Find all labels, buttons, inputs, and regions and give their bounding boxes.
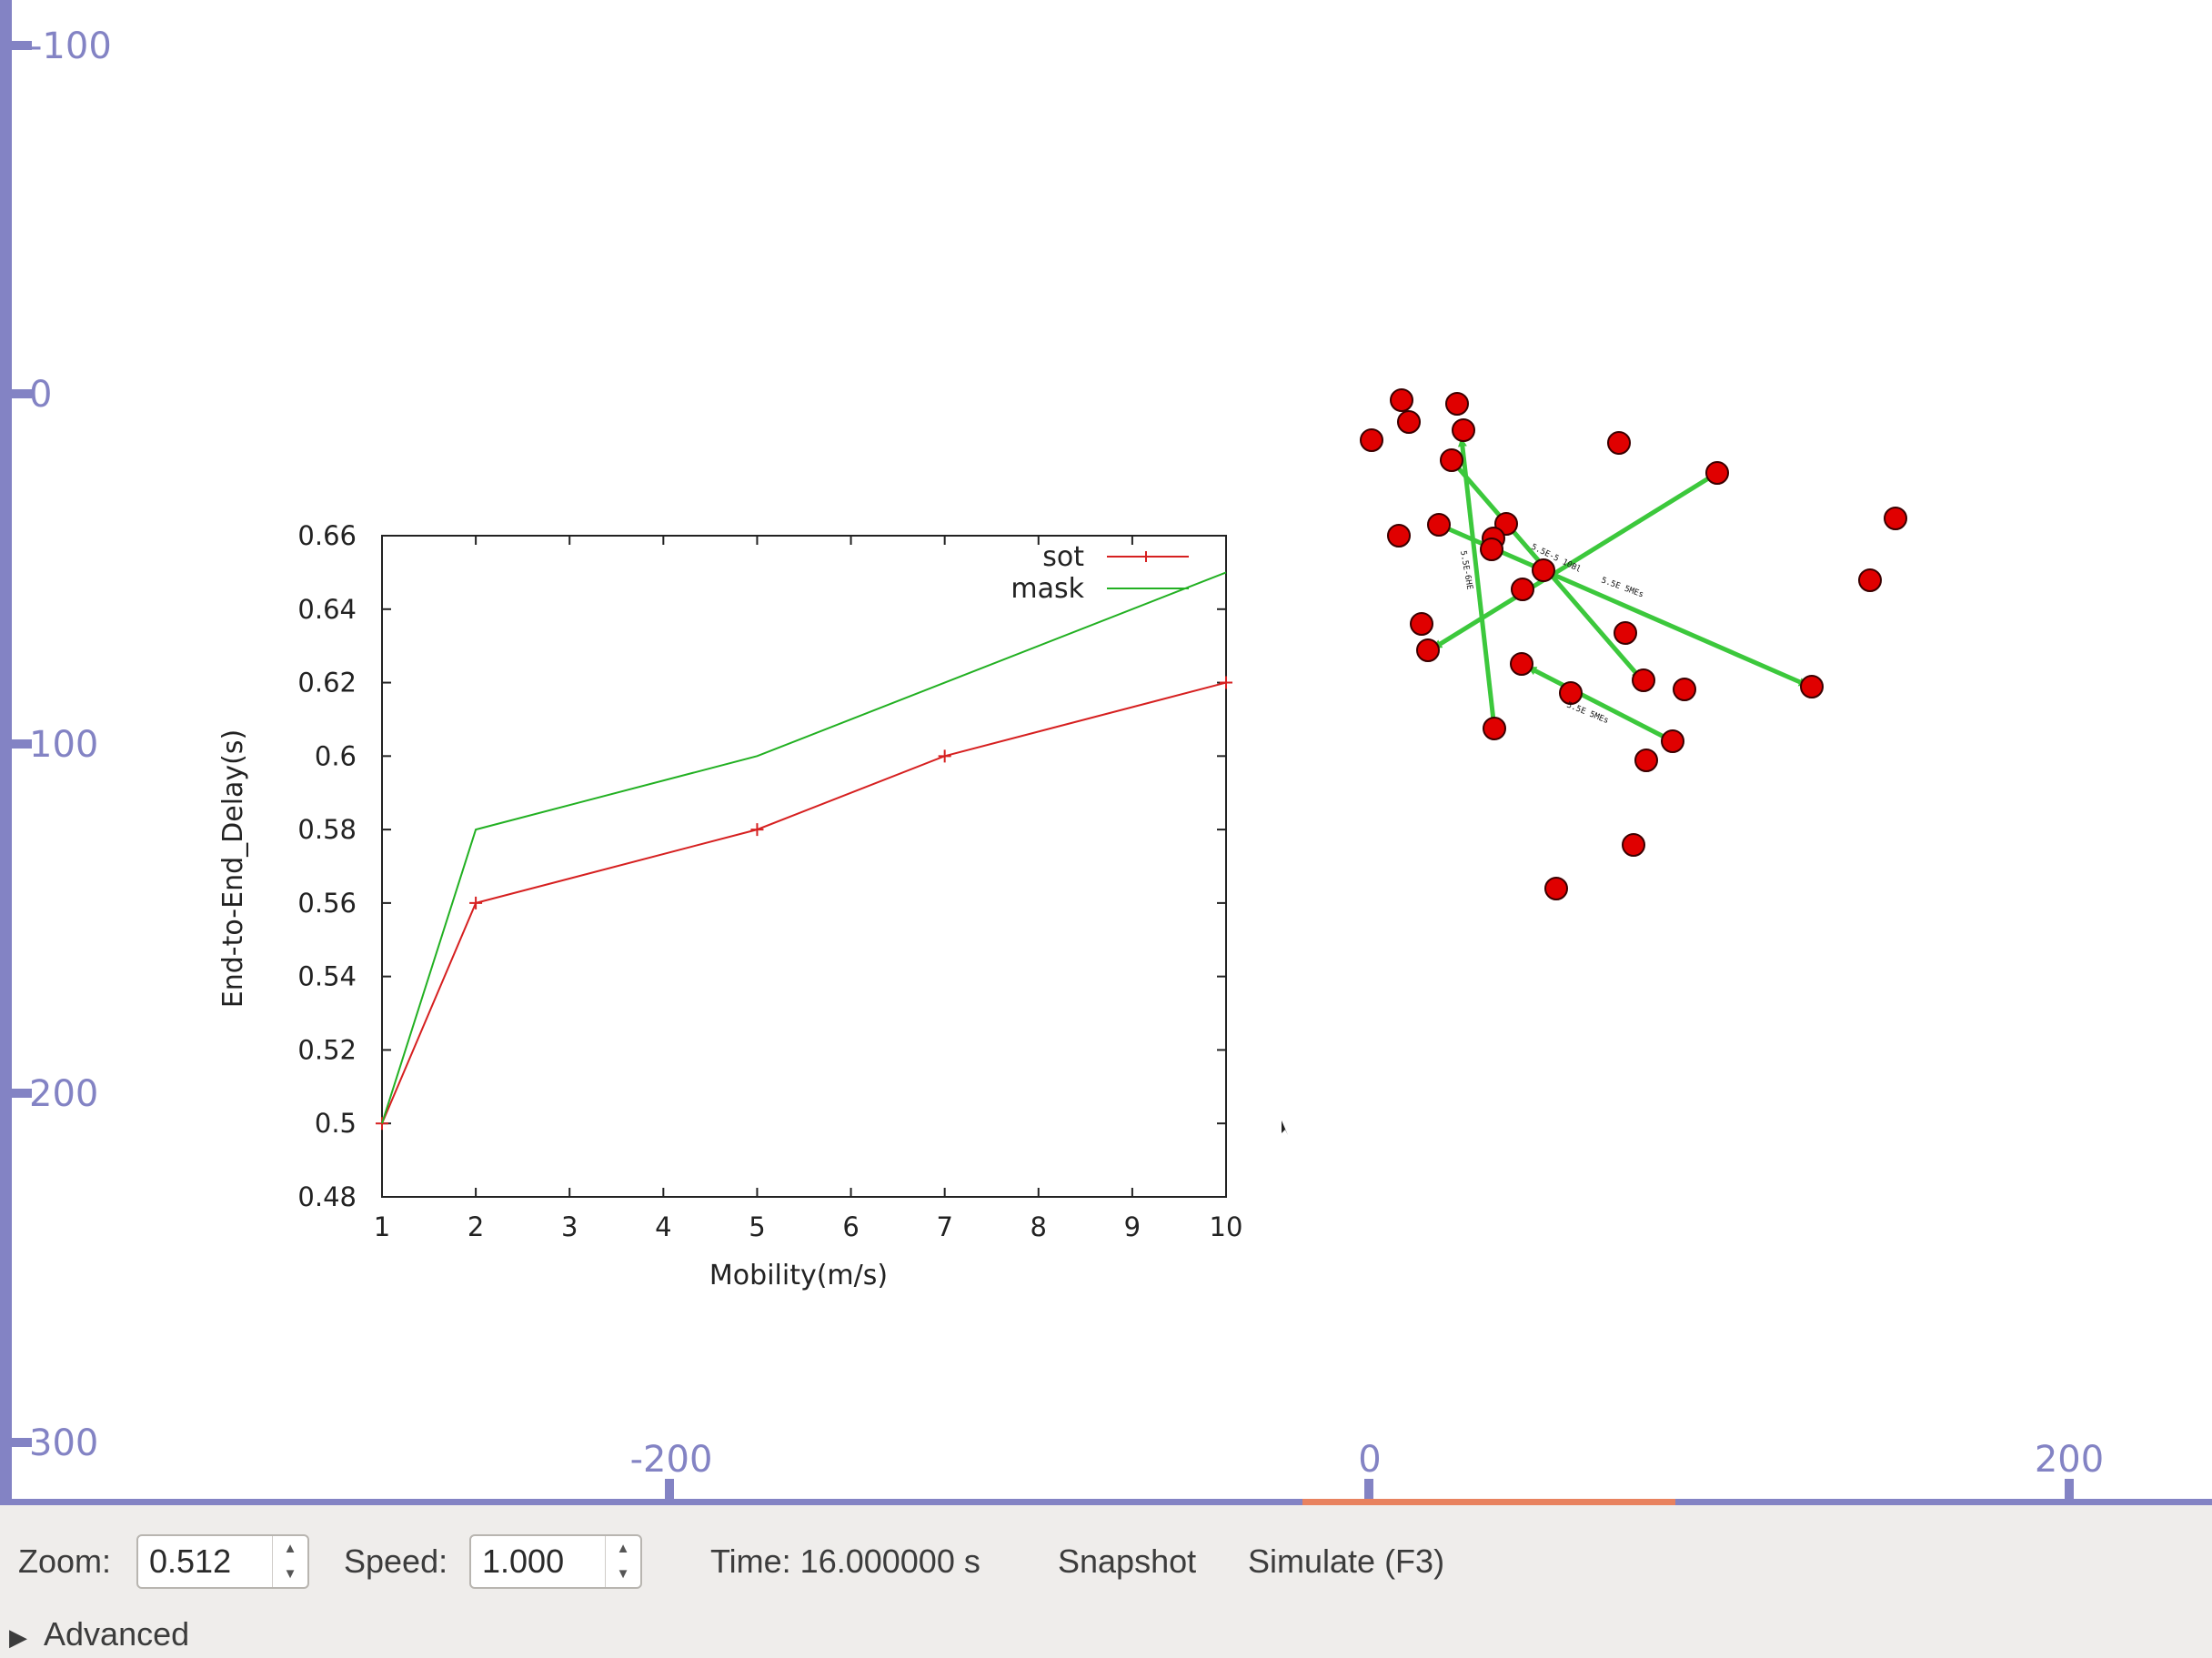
- y-tick-label: 0.48: [297, 1181, 357, 1212]
- network-node[interactable]: [1622, 833, 1645, 857]
- network-node[interactable]: [1884, 507, 1907, 530]
- network-node[interactable]: [1511, 578, 1534, 601]
- speed-spinbox[interactable]: 1.000 ▲ ▼: [469, 1534, 642, 1589]
- simulate-button[interactable]: Simulate (F3): [1248, 1542, 1445, 1580]
- network-topology: 5.5E-5 10Bl 5.5E 5MEs 5.5E-6HE 5.5E 5MEs: [1282, 388, 1907, 1135]
- network-node[interactable]: [1397, 410, 1421, 434]
- network-node[interactable]: [1480, 538, 1503, 561]
- zoom-down-icon[interactable]: ▼: [283, 1566, 297, 1582]
- mouse-cursor-icon: [1282, 1120, 1288, 1135]
- data-point-sot: [938, 749, 951, 763]
- network-node[interactable]: [1673, 678, 1696, 701]
- progress-indicator: [1302, 1499, 1675, 1508]
- legend-label-sot: sot: [1042, 541, 1084, 573]
- y-tick-label: 0.54: [297, 961, 357, 992]
- network-node[interactable]: [1387, 524, 1411, 548]
- ruler-label-y: 0: [29, 374, 52, 416]
- network-node[interactable]: [1532, 558, 1555, 582]
- y-tick-label: 0.64: [297, 594, 357, 625]
- x-tick-label: 10: [1210, 1211, 1243, 1242]
- network-node[interactable]: [1614, 621, 1637, 645]
- y-tick-label: 0.5: [315, 1108, 357, 1139]
- snapshot-button[interactable]: Snapshot: [1058, 1542, 1197, 1580]
- x-tick-label: 6: [842, 1211, 859, 1242]
- network-node[interactable]: [1544, 877, 1568, 900]
- ruler-label-y: 300: [29, 1422, 98, 1464]
- svg-text:5.5E-6HE: 5.5E-6HE: [1458, 550, 1473, 590]
- network-node[interactable]: [1607, 431, 1631, 455]
- x-tick-label: 2: [468, 1211, 484, 1242]
- data-point-sot: [469, 896, 483, 909]
- x-tick-label: 3: [561, 1211, 578, 1242]
- ruler-label-y: 100: [29, 724, 98, 766]
- zoom-spinbox[interactable]: 0.512 ▲ ▼: [136, 1534, 309, 1589]
- network-node[interactable]: [1800, 675, 1824, 698]
- x-tick-label: 7: [936, 1211, 952, 1242]
- x-axis-title: Mobility(m/s): [709, 1260, 888, 1291]
- network-node[interactable]: [1559, 681, 1583, 705]
- time-display: Time: 16.000000 s: [710, 1542, 980, 1580]
- network-node[interactable]: [1427, 513, 1451, 537]
- ruler-label-x: 0: [1358, 1439, 1381, 1481]
- y-tick-label: 0.56: [297, 888, 357, 919]
- series-line-sot: [381, 681, 1227, 1124]
- network-node[interactable]: [1390, 388, 1413, 412]
- network-node[interactable]: [1858, 568, 1882, 592]
- y-axis-title: End-to-End_Delay(s): [217, 729, 249, 1008]
- speed-up-icon[interactable]: ▲: [616, 1541, 630, 1556]
- plot-frame: [381, 535, 1227, 1198]
- network-node[interactable]: [1360, 428, 1383, 452]
- ruler-label-x: 200: [2035, 1439, 2104, 1481]
- y-tick-label: 0.6: [315, 740, 357, 771]
- x-tick-label: 1: [374, 1211, 390, 1242]
- y-tick-label: 0.62: [297, 668, 357, 698]
- y-tick-label: 0.52: [297, 1034, 357, 1065]
- speed-label: Speed:: [344, 1542, 448, 1580]
- legend: sot mask: [1010, 541, 1189, 605]
- expander-arrow-icon[interactable]: ▶: [9, 1623, 27, 1651]
- transmission-link: [1457, 437, 1497, 729]
- series-line-mask: [381, 571, 1227, 1124]
- network-node[interactable]: [1510, 652, 1533, 676]
- speed-down-icon[interactable]: ▼: [616, 1566, 630, 1582]
- data-point-sot: [750, 823, 764, 837]
- horizontal-ruler: -200 0 200: [0, 1439, 2212, 1508]
- network-node[interactable]: [1445, 392, 1469, 416]
- delay-chart: 1 2 3 4 5 6 7 8 9 10 0.48 0.5 0.52 0.54 0.56 0.58 0.6 0.…: [217, 520, 1242, 1291]
- ruler-label-y: -100: [29, 25, 112, 67]
- y-tick-label: 0.58: [297, 814, 357, 845]
- network-node[interactable]: [1410, 612, 1433, 636]
- advanced-expander[interactable]: ▶ Advanced: [9, 1616, 189, 1655]
- x-tick-label: 8: [1031, 1211, 1047, 1242]
- data-point-sot: [1220, 676, 1232, 689]
- network-node[interactable]: [1452, 418, 1475, 442]
- ruler-label-x: -200: [630, 1439, 713, 1481]
- control-bar: Zoom: 0.512 ▲ ▼ Speed: 1.000 ▲ ▼ Time: 1…: [0, 1505, 2212, 1658]
- zoom-label: Zoom:: [18, 1542, 112, 1580]
- transmission-link: [1527, 665, 1674, 744]
- network-node[interactable]: [1634, 749, 1658, 772]
- network-node[interactable]: [1483, 717, 1506, 740]
- advanced-label[interactable]: Advanced: [44, 1615, 190, 1653]
- legend-label-mask: mask: [1010, 573, 1084, 605]
- x-tick-label: 5: [749, 1211, 765, 1242]
- x-tick-label: 4: [655, 1211, 671, 1242]
- network-node[interactable]: [1705, 461, 1729, 485]
- network-node[interactable]: [1416, 638, 1440, 662]
- network-node[interactable]: [1632, 668, 1655, 692]
- zoom-up-icon[interactable]: ▲: [283, 1541, 297, 1556]
- x-tick-label: 9: [1124, 1211, 1141, 1242]
- y-tick-label: 0.66: [297, 520, 357, 551]
- zoom-value[interactable]: 0.512: [149, 1542, 232, 1580]
- ruler-label-y: 200: [29, 1073, 98, 1115]
- network-node[interactable]: [1440, 448, 1463, 472]
- legend-marker-sot: [1141, 551, 1151, 562]
- network-node[interactable]: [1661, 729, 1684, 753]
- vertical-ruler: -100 0 100 200 300: [0, 0, 112, 1510]
- speed-value[interactable]: 1.000: [482, 1542, 565, 1580]
